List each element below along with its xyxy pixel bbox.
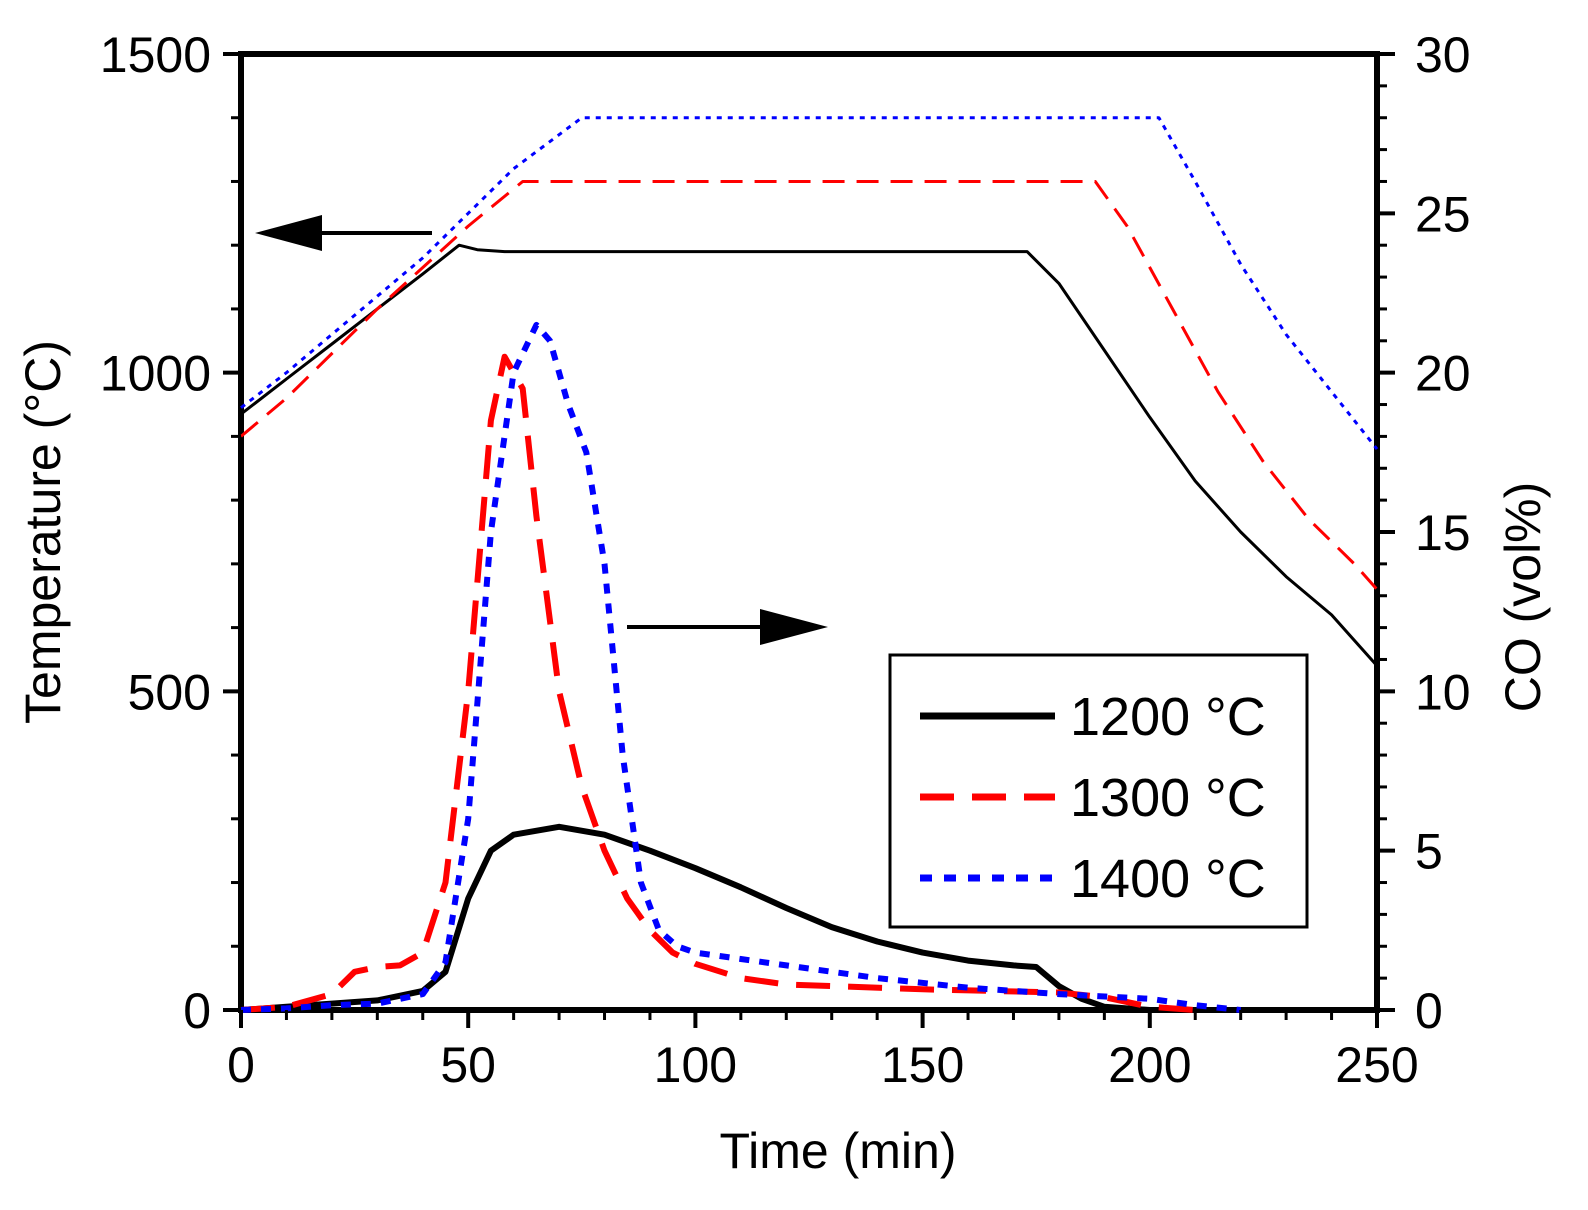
x-tick-label: 50 [440, 1037, 496, 1093]
arrow-left-annotation [255, 215, 432, 251]
series-co-1400 [240, 321, 1242, 1013]
x-tick-label: 0 [227, 1037, 255, 1093]
legend-label-1200: 1200 °C [1070, 687, 1266, 747]
y-right-tick-label: 10 [1415, 664, 1471, 720]
x-tick-label: 150 [881, 1037, 964, 1093]
y-left-tick-label: 1000 [100, 346, 211, 402]
y-right-tick-label: 20 [1415, 346, 1471, 402]
y-right-tick-label: 0 [1415, 983, 1443, 1039]
x-tick-label: 250 [1335, 1037, 1418, 1093]
legend-label-1300: 1300 °C [1070, 768, 1266, 828]
series-temperature-1200 [240, 243, 1379, 667]
y-right-tick-label: 15 [1415, 505, 1471, 561]
y-left-tick-label: 0 [183, 983, 211, 1039]
legend-box [888, 653, 1309, 929]
x-axis-title: Time (min) [719, 1123, 956, 1179]
y-left-tick-label: 1500 [100, 27, 211, 83]
y-right-axis-title: CO (vol%) [1495, 482, 1551, 713]
y-right-tick-label: 25 [1415, 186, 1471, 242]
arrow-right-annotation [627, 609, 828, 645]
legend: 1200 °C 1300 °C 1400 °C [888, 653, 1309, 929]
y-right-tick-label: 30 [1415, 27, 1471, 83]
series-co-1300 [240, 353, 1196, 1013]
x-tick-label: 100 [654, 1037, 737, 1093]
series-temperature-1300 [240, 180, 1379, 591]
x-tick-label: 200 [1108, 1037, 1191, 1093]
series-temperature-1400 [240, 116, 1379, 451]
y-left-tick-label: 500 [128, 664, 211, 720]
y-right-tick-label: 5 [1415, 824, 1443, 880]
y-left-axis-title: Temperature (°C) [15, 340, 71, 724]
series-co-1200 [240, 823, 1196, 1013]
legend-label-1400: 1400 °C [1070, 849, 1266, 909]
series-group [240, 116, 1379, 1013]
